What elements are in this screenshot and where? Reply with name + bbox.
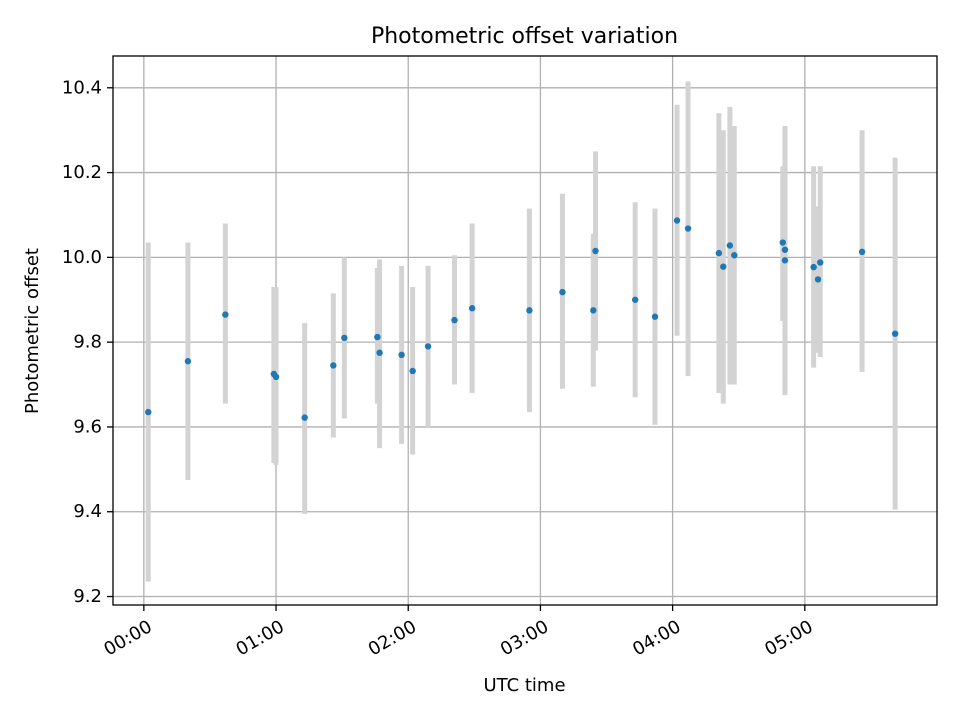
y-tick-label: 9.4 bbox=[73, 501, 102, 522]
data-point bbox=[145, 408, 152, 416]
chart-title: Photometric offset variation bbox=[371, 24, 678, 49]
data-point bbox=[468, 305, 476, 312]
y-tick-label: 9.6 bbox=[73, 416, 102, 437]
data-point bbox=[651, 313, 659, 320]
data-point bbox=[817, 259, 824, 266]
x-axis-label: UTC time bbox=[483, 675, 565, 696]
data-point bbox=[779, 239, 786, 246]
data-point bbox=[592, 247, 599, 255]
data-point bbox=[726, 242, 734, 249]
data-point bbox=[891, 330, 899, 337]
data-point bbox=[559, 288, 566, 296]
y-tick-label: 10.2 bbox=[62, 162, 102, 183]
data-point bbox=[184, 358, 192, 365]
data-point bbox=[330, 362, 337, 369]
data-point bbox=[376, 349, 383, 356]
data-point bbox=[684, 225, 692, 232]
y-axis-label: Photometric offset bbox=[22, 248, 43, 414]
data-point bbox=[814, 276, 822, 283]
data-point bbox=[451, 316, 458, 324]
data-point bbox=[590, 307, 597, 314]
data-point bbox=[810, 263, 817, 271]
data-point bbox=[222, 311, 229, 318]
data-points bbox=[145, 217, 899, 421]
y-tick-label: 9.8 bbox=[73, 332, 102, 353]
data-point bbox=[301, 414, 308, 421]
y-tick-label: 10.4 bbox=[62, 77, 102, 98]
y-tick-label: 10.0 bbox=[62, 247, 102, 268]
data-point bbox=[341, 334, 348, 342]
y-tick-label: 9.2 bbox=[73, 586, 102, 607]
plot-frame bbox=[112, 55, 938, 606]
data-point bbox=[374, 333, 381, 341]
data-point bbox=[409, 367, 416, 375]
data-point bbox=[424, 343, 432, 350]
data-point bbox=[631, 296, 639, 303]
data-point bbox=[398, 351, 405, 359]
data-point bbox=[781, 257, 789, 264]
data-point bbox=[673, 217, 681, 224]
data-point bbox=[731, 252, 738, 259]
data-point bbox=[715, 249, 723, 257]
data-point bbox=[720, 263, 727, 270]
y-axis: 9.2 9.4 9.6 9.8 10.0 10.2 10.4 bbox=[62, 77, 113, 607]
data-point bbox=[526, 307, 533, 314]
data-point bbox=[858, 248, 866, 256]
data-point bbox=[781, 246, 789, 253]
data-point bbox=[272, 373, 280, 381]
